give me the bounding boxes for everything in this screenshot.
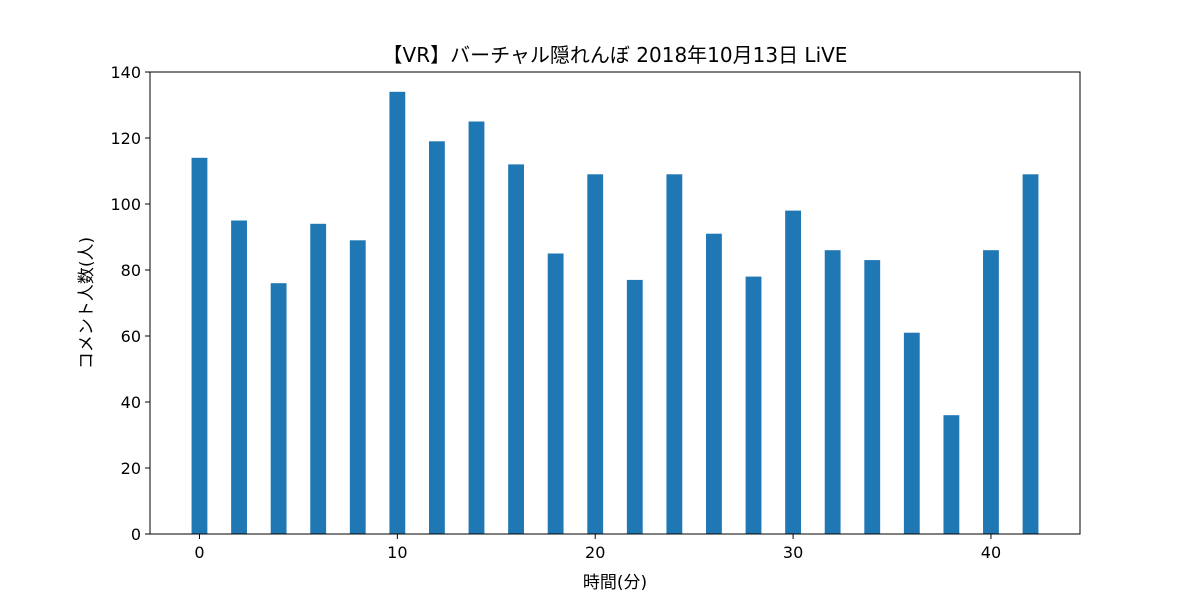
bar (666, 174, 683, 535)
x-tick-label: 0 (194, 543, 204, 562)
bar (903, 332, 920, 534)
y-axis: 0 20 40 60 80 100 120 140 (110, 63, 150, 544)
bar (824, 250, 841, 534)
x-tick-label: 40 (981, 543, 1001, 562)
y-tick-label: 40 (121, 393, 141, 412)
bar (1022, 174, 1039, 535)
y-tick-label: 80 (121, 261, 141, 280)
bar (983, 250, 999, 534)
bar (429, 141, 445, 535)
bar (864, 260, 881, 534)
bar (785, 210, 801, 534)
y-axis-title: コメント人数(人) (77, 237, 97, 369)
x-tick-label: 10 (387, 543, 407, 562)
y-tick-label: 140 (110, 63, 141, 82)
bar (231, 220, 247, 534)
bar (310, 223, 327, 535)
bar (389, 91, 406, 535)
bar (270, 283, 287, 534)
y-tick-label: 60 (121, 327, 141, 346)
bar (547, 253, 564, 534)
bar (706, 233, 722, 534)
plot-frame (149, 71, 1081, 535)
x-axis: 0 10 20 30 40 (194, 534, 1001, 562)
y-tick-label: 120 (110, 129, 141, 148)
y-tick-label: 20 (121, 459, 141, 478)
bar (349, 240, 366, 535)
bar (626, 279, 643, 534)
y-tick-label: 0 (131, 525, 141, 544)
bar (745, 276, 762, 534)
x-tick-label: 20 (585, 543, 605, 562)
x-axis-title: 時間(分) (583, 573, 647, 593)
x-tick-label: 30 (783, 543, 803, 562)
bar (191, 157, 208, 535)
bar (468, 121, 485, 534)
bars-group (191, 91, 1039, 535)
bar (587, 174, 604, 535)
bar (508, 164, 524, 534)
chart-title: 【VR】バーチャル隠れんぼ 2018年10月13日 LiVE (383, 43, 848, 67)
y-tick-label: 100 (110, 195, 141, 214)
bar (943, 415, 960, 534)
